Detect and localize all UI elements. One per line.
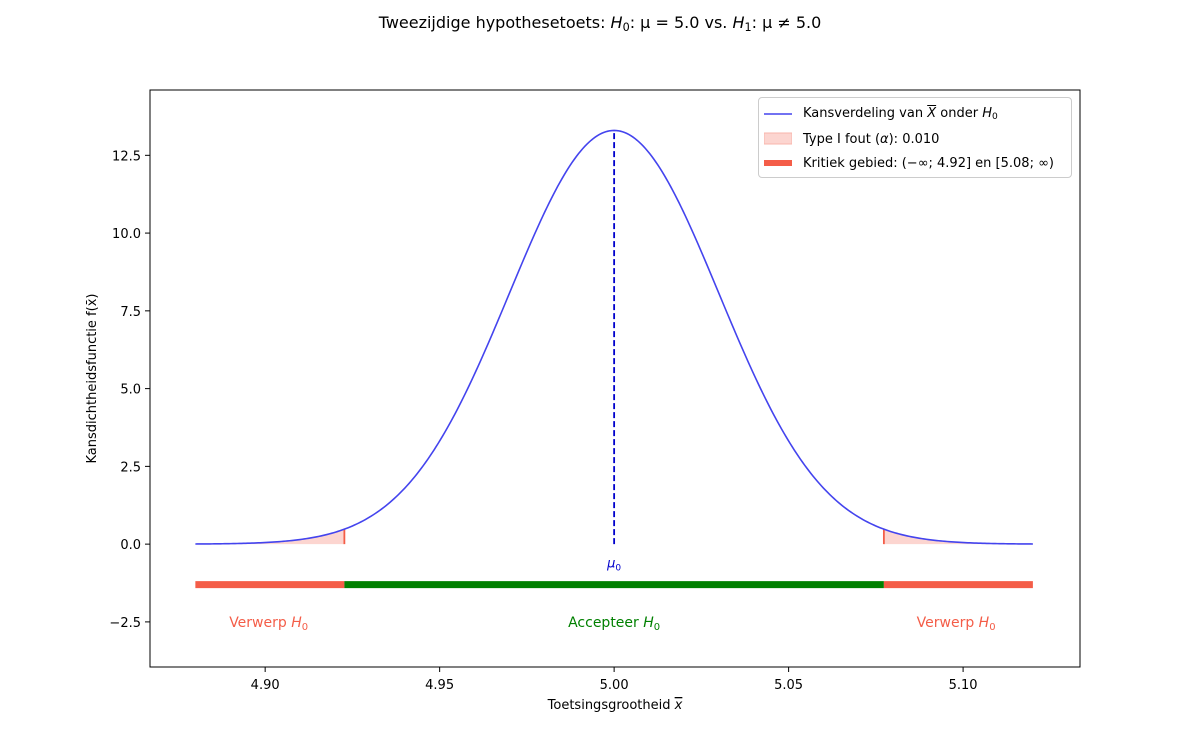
x-tick-label-1: 4.95	[425, 678, 454, 693]
x-axis-label: Toetsingsgrootheid x	[547, 698, 683, 713]
legend-bar-swatch	[764, 160, 792, 166]
legend-label-distribution: Kansverdeling van X onder H0	[803, 106, 998, 122]
density-curve	[195, 129, 1033, 545]
legend-label-type-i-error: Type I fout (α): 0.010	[803, 131, 940, 147]
type-i-error-area-left	[195, 529, 345, 545]
axes: 4.90 4.95 5.00 5.05 5.10 −2.5 0.0 2.5 5.0 7.5 10.0…	[109, 149, 977, 693]
y-axis-label: Kansdichtheidsfunctie f(x̄)	[85, 294, 100, 464]
legend-label-critical-region: Kritiek gebied: (−∞; 4.92] en [5.08; ∞)	[803, 155, 1054, 171]
y-tick-label-1: 0.0	[120, 538, 141, 553]
legend-line-swatch	[764, 113, 792, 115]
y-tick-label-0: −2.5	[109, 616, 141, 631]
y-tick-label-3: 5.0	[120, 383, 141, 398]
chart-title: Tweezijdige hypothesetoets: H0: μ = 5.0 …	[378, 13, 822, 34]
plot-frame	[149, 89, 1081, 668]
region-label-0: Verwerp H0	[229, 615, 308, 633]
y-tick-label-5: 10.0	[112, 227, 141, 242]
x-tick-label-2: 5.00	[600, 678, 629, 693]
type-i-error-area-right	[883, 529, 1033, 545]
plot-area: μ0 Verwerp H0 Accepteer H0 Verwerp H0	[195, 129, 1033, 633]
legend-fill-swatch	[764, 132, 792, 145]
x-tick-label-3: 5.05	[774, 678, 803, 693]
region-label-1: Accepteer H0	[568, 615, 660, 633]
y-tick-label-2: 2.5	[120, 460, 141, 475]
x-tick-label-0: 4.90	[251, 678, 280, 693]
y-tick-label-6: 12.5	[112, 149, 141, 164]
mu0-label: μ0	[606, 556, 621, 573]
y-tick-label-4: 7.5	[120, 305, 141, 320]
x-tick-label-4: 5.10	[949, 678, 978, 693]
region-label-2: Verwerp H0	[917, 615, 996, 633]
legend: Kansverdeling van X onder H0 Type I fout…	[758, 97, 1072, 178]
